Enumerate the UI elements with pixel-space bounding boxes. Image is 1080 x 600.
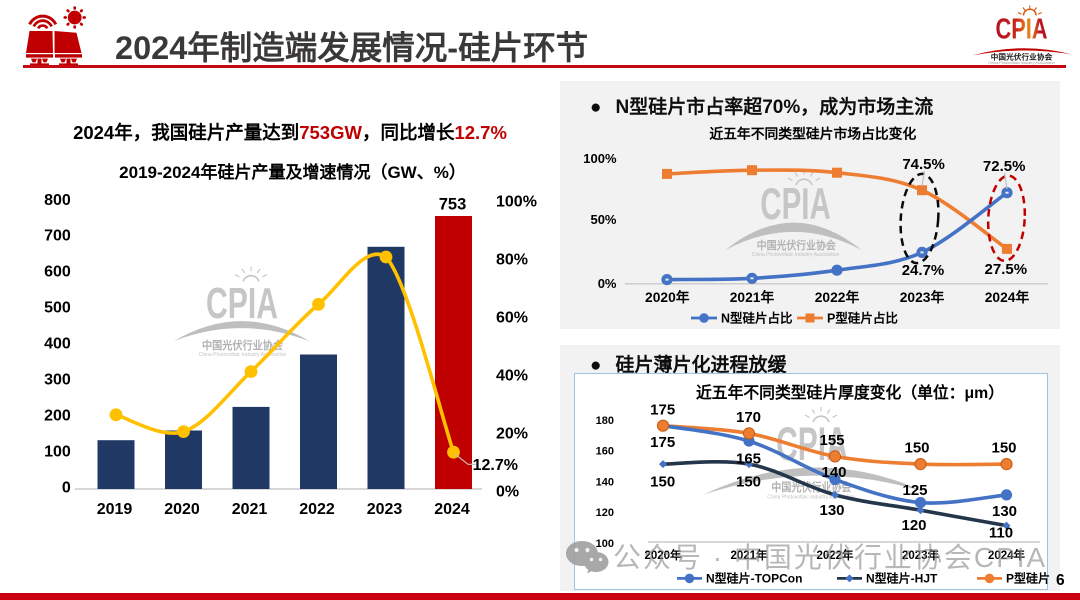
svg-text:China Photovoltaic Industry As: China Photovoltaic Industry Association [752,252,840,258]
svg-text:China Photovoltaic Industry As: China Photovoltaic Industry Association [199,352,287,358]
svg-text:P型硅片占比: P型硅片占比 [827,310,898,325]
svg-text:500: 500 [44,300,71,317]
svg-text:24.7%: 24.7% [902,262,945,279]
svg-text:CPIA: CPIA [206,279,278,328]
svg-text:100%: 100% [496,194,537,211]
svg-text:2021: 2021 [232,501,268,518]
svg-text:753: 753 [439,196,467,214]
svg-text:150: 150 [991,439,1016,456]
svg-text:125: 125 [902,482,927,499]
svg-text:N型硅片-TOPCon: N型硅片-TOPCon [706,571,802,586]
svg-text:2024年: 2024年 [988,548,1026,562]
svg-text:2022年: 2022年 [816,548,854,562]
svg-text:80%: 80% [496,252,528,269]
svg-text:2023年: 2023年 [902,548,940,562]
svg-text:2023年: 2023年 [900,289,945,305]
svg-text:60%: 60% [496,310,528,327]
svg-text:800: 800 [44,192,71,209]
svg-text:100: 100 [44,444,71,461]
svg-text:150: 150 [650,473,675,490]
svg-text:2020年: 2020年 [644,548,682,562]
svg-text:0%: 0% [598,276,617,291]
svg-text:165: 165 [736,450,761,467]
svg-text:20%: 20% [496,426,528,443]
svg-text:130: 130 [819,502,844,519]
svg-text:170: 170 [736,409,761,426]
svg-text:2023: 2023 [367,501,403,518]
svg-text:N型硅片-HJT: N型硅片-HJT [866,571,938,586]
svg-text:140: 140 [596,477,614,489]
svg-text:175: 175 [650,402,675,419]
svg-text:155: 155 [819,432,844,449]
svg-text:130: 130 [992,503,1017,520]
svg-text:140: 140 [821,464,846,481]
svg-text:100%: 100% [583,151,617,166]
svg-text:12.7%: 12.7% [473,457,518,474]
svg-text:2021年: 2021年 [730,289,775,305]
svg-text:100: 100 [596,538,614,550]
svg-text:N型硅片占比: N型硅片占比 [721,310,793,325]
svg-text:2024年: 2024年 [985,289,1030,305]
svg-text:2021年: 2021年 [730,548,768,562]
svg-text:600: 600 [44,264,71,281]
svg-text:200: 200 [44,408,71,425]
svg-text:2022年: 2022年 [815,289,860,305]
svg-text:160: 160 [596,446,614,458]
svg-text:110: 110 [989,524,1013,541]
svg-text:150: 150 [904,439,929,456]
svg-text:0: 0 [62,480,71,497]
svg-text:China Photovoltaic Industry As: China Photovoltaic Industry Association [767,495,855,501]
svg-text:CPIA: CPIA [996,14,1048,46]
svg-text:300: 300 [44,372,71,389]
svg-text:175: 175 [650,434,675,451]
svg-text:27.5%: 27.5% [985,261,1028,278]
svg-text:2020年: 2020年 [645,289,690,305]
svg-text:China Photovoltaic Industry As: China Photovoltaic Industry Association [988,61,1054,65]
svg-text:72.5%: 72.5% [983,158,1026,175]
svg-text:74.5%: 74.5% [902,156,945,173]
svg-text:2019: 2019 [97,501,133,518]
svg-text:P型硅片: P型硅片 [1006,571,1050,586]
svg-text:2024: 2024 [434,501,470,518]
svg-text:CPIA: CPIA [760,180,831,229]
svg-text:中国光伏行业协会: 中国光伏行业协会 [991,52,1053,62]
svg-text:50%: 50% [590,212,616,227]
svg-text:中国光伏行业协会: 中国光伏行业协会 [202,338,284,352]
svg-text:700: 700 [44,228,71,245]
svg-text:2022: 2022 [299,501,335,518]
svg-text:2020: 2020 [164,501,200,518]
svg-text:中国光伏行业协会: 中国光伏行业协会 [757,238,837,252]
svg-text:近五年不同类型硅片市场占比变化: 近五年不同类型硅片市场占比变化 [709,125,916,141]
svg-text:400: 400 [44,336,71,353]
svg-text:近五年不同类型硅片厚度变化（单位：μm）: 近五年不同类型硅片厚度变化（单位：μm） [696,383,1004,402]
svg-text:120: 120 [596,507,614,519]
svg-text:0%: 0% [496,484,519,501]
svg-text:180: 180 [596,415,614,427]
svg-text:40%: 40% [496,368,528,385]
svg-text:150: 150 [736,473,761,490]
svg-text:120: 120 [901,517,926,534]
